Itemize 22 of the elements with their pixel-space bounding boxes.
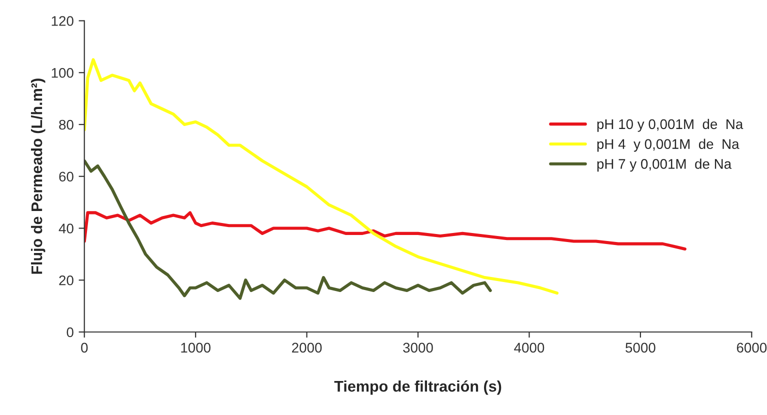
y-tick-label: 100 (52, 68, 74, 78)
x-tick-label: 6000 (736, 342, 767, 353)
x-tick-label: 3000 (403, 342, 433, 353)
x-tick-label: 0 (81, 342, 88, 353)
line-series (84, 159, 492, 300)
line-series (84, 58, 559, 295)
x-tick-label: 5000 (626, 342, 656, 353)
y-tick-label: 120 (52, 16, 74, 26)
y-axis-title: Flujo de Permeado (L/h.m²) (30, 78, 46, 274)
legend-label: pH 10 y 0,001M de Na (597, 118, 744, 132)
x-tick-label: 4000 (514, 342, 544, 353)
y-tick-label: 80 (59, 120, 74, 130)
legend-label: pH 7 y 0,001M de Na (597, 158, 732, 172)
x-axis-title: Tiempo de filtración (s) (334, 380, 502, 395)
y-tick-label: 20 (59, 275, 74, 286)
line-series (84, 211, 686, 251)
y-tick-label: 60 (59, 172, 74, 182)
x-tick-label: 2000 (292, 342, 322, 353)
y-tick-label: 0 (66, 327, 74, 338)
y-tick-label: 40 (58, 224, 74, 234)
legend-label: pH 4 y 0,001M de Na (597, 138, 740, 152)
x-tick-label: 1000 (181, 342, 210, 353)
